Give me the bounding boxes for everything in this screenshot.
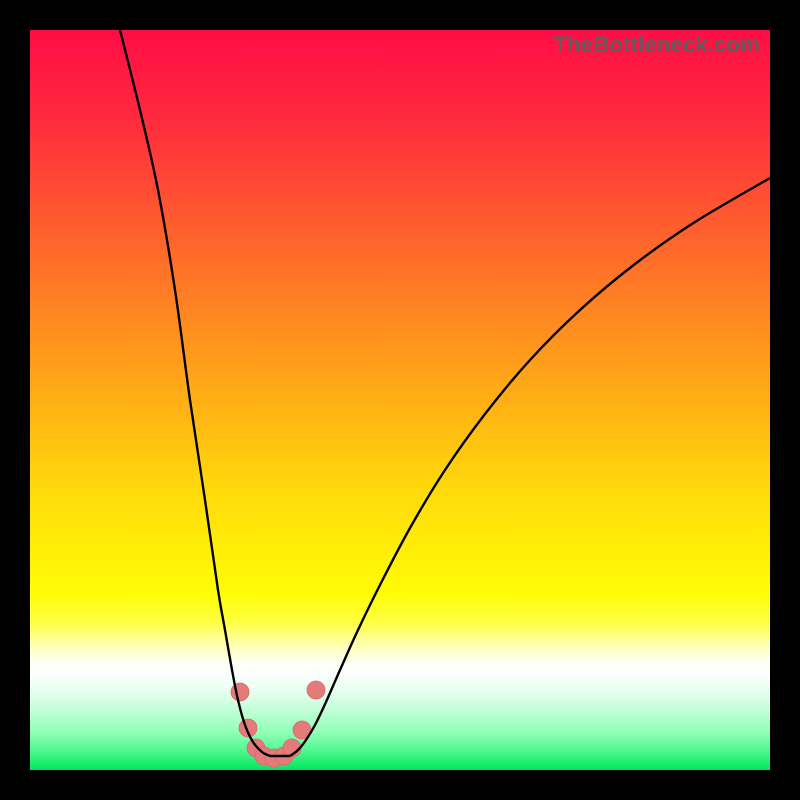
chart-frame: TheBottleneck.com: [0, 0, 800, 800]
curve-left-branch: [120, 30, 270, 756]
plot-area: TheBottleneck.com: [30, 30, 770, 770]
curve-layer: [30, 30, 770, 770]
data-marker: [307, 681, 325, 699]
data-marker: [231, 683, 249, 701]
curve-right-branch: [290, 178, 770, 756]
watermark-text: TheBottleneck.com: [554, 32, 760, 58]
